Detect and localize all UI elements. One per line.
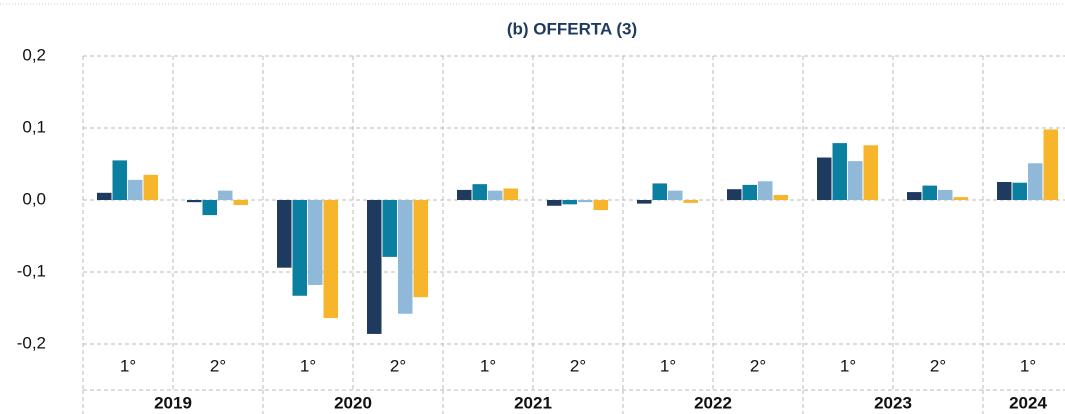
bar [727,189,742,200]
bar [277,200,292,268]
x-tick-label: 2° [750,356,766,375]
bar [413,200,428,298]
bar [683,200,698,203]
bar [773,194,788,200]
bar [938,189,953,200]
bar [652,183,667,200]
bar [637,200,652,204]
bar [742,184,757,200]
bar [323,200,338,319]
year-label: 2021 [514,393,552,412]
bar [112,160,127,200]
bar [218,190,233,200]
bar [953,197,968,200]
bar [472,184,487,200]
bar [832,143,847,200]
x-tick-label: 1° [1020,356,1036,375]
x-tick-label: 1° [120,356,136,375]
bar [863,145,878,200]
bar [398,200,413,314]
bar [128,179,143,200]
y-tick-label: -0,2 [17,333,46,352]
year-label: 2023 [874,393,912,412]
y-tick-label: 0,1 [22,117,46,136]
y-tick-label: 0,0 [22,189,46,208]
x-tick-label: 2° [210,356,226,375]
bar [817,157,832,200]
x-tick-label: 1° [480,356,496,375]
x-tick-label: 2° [570,356,586,375]
bar [503,188,518,200]
bar [578,200,593,203]
bar [457,189,472,200]
bar [922,185,937,200]
year-label: 2019 [154,393,192,412]
bar [547,200,562,206]
x-tick-label: 1° [840,356,856,375]
bar [367,200,382,334]
y-tick-label: 0,2 [22,45,46,64]
bar [668,190,683,200]
bar [143,174,158,200]
bar [187,200,202,203]
x-tick-label: 1° [660,356,676,375]
x-tick-label: 1° [300,356,316,375]
bar [907,192,922,200]
bar [202,200,217,216]
bar [758,181,773,200]
year-label: 2020 [334,393,372,412]
bar [593,200,608,211]
bar [1012,182,1027,200]
bar [233,200,248,206]
x-tick-label: 2° [390,356,406,375]
year-label: 2024 [1009,393,1047,412]
bar [308,200,323,285]
bar [562,200,577,205]
chart-title: (b) OFFERTA (3) [507,19,637,38]
bar [97,192,112,200]
bar [997,182,1012,200]
bar [382,200,397,257]
year-label: 2022 [694,393,732,412]
bar [1043,129,1058,200]
bar [292,200,307,296]
bar [848,161,863,200]
bar [488,190,503,200]
y-tick-label: -0,1 [17,261,46,280]
bar [1028,163,1043,200]
x-tick-label: 2° [930,356,946,375]
